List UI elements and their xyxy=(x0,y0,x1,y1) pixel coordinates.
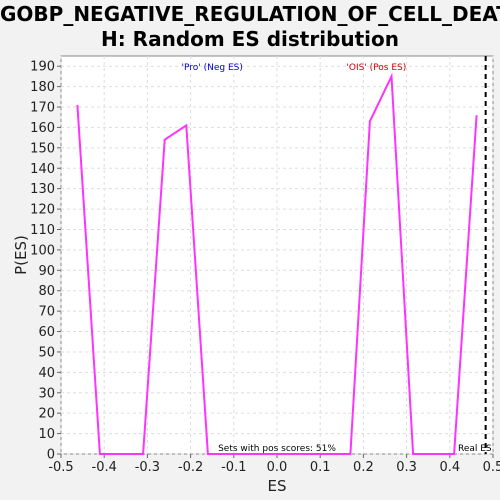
y-tick-label: 150 xyxy=(30,141,55,156)
x-tick-label: 0.2 xyxy=(353,460,374,475)
title-line-1: GOBP_NEGATIVE_REGULATION_OF_CELL_DEAT xyxy=(0,2,500,26)
y-tick-label: 50 xyxy=(38,345,55,360)
y-axis-label: P(ES) xyxy=(12,235,30,275)
x-tick-label: 0.3 xyxy=(396,460,417,475)
x-tick-label: -0.4 xyxy=(92,460,117,475)
x-tick-label: -0.3 xyxy=(135,460,160,475)
y-tick-label: 60 xyxy=(38,325,55,340)
pos-scores-annotation: Sets with pos scores: 51% xyxy=(218,444,336,454)
x-tick-label: 0.5 xyxy=(483,460,500,475)
y-tick-label: 30 xyxy=(38,386,55,401)
y-tick-label: 180 xyxy=(30,80,55,95)
x-tick-label: -0.1 xyxy=(221,460,246,475)
y-tick-label: 80 xyxy=(38,284,55,299)
y-tick-label: 10 xyxy=(38,427,55,442)
y-tick-label: 130 xyxy=(30,182,55,197)
x-tick-label: -0.2 xyxy=(178,460,203,475)
y-tick-label: 100 xyxy=(30,243,55,258)
y-tick-label: 90 xyxy=(38,264,55,279)
y-tick-label: 190 xyxy=(30,60,55,75)
series-group xyxy=(76,72,478,455)
x-tick-label: 0.4 xyxy=(439,460,460,475)
series-line xyxy=(76,72,478,455)
x-tick-label: -0.5 xyxy=(48,460,73,475)
real-es-label: Real ES xyxy=(458,444,492,454)
y-axis: 0 10 20 30 40 50 60 70 80 90 100 110 120 130 140 150 160… xyxy=(30,60,61,463)
neg-es-annotation: 'Pro' (Neg ES) xyxy=(182,63,243,73)
x-tick-label: 0.1 xyxy=(310,460,331,475)
y-tick-label: 0 xyxy=(47,448,55,463)
chart-title: GOBP_NEGATIVE_REGULATION_OF_CELL_DEAT H:… xyxy=(0,2,500,52)
y-tick-label: 70 xyxy=(38,305,55,320)
y-tick-label: 120 xyxy=(30,203,55,218)
pos-es-annotation: 'OIS' (Pos ES) xyxy=(346,63,406,73)
y-tick-label: 40 xyxy=(38,366,55,381)
y-tick-label: 140 xyxy=(30,162,55,177)
x-axis: -0.5 -0.4 -0.3 -0.2 -0.1 0.0 0.1 0.2 0.3 0.4 0.5 xyxy=(48,454,500,475)
y-tick-label: 160 xyxy=(30,121,55,136)
y-tick-label: 170 xyxy=(30,101,55,116)
x-axis-label: ES xyxy=(268,477,287,495)
title-line-2: H: Random ES distribution xyxy=(100,27,400,51)
y-tick-label: 110 xyxy=(30,223,55,238)
y-tick-label: 20 xyxy=(38,407,55,422)
x-tick-label: 0.0 xyxy=(267,460,288,475)
